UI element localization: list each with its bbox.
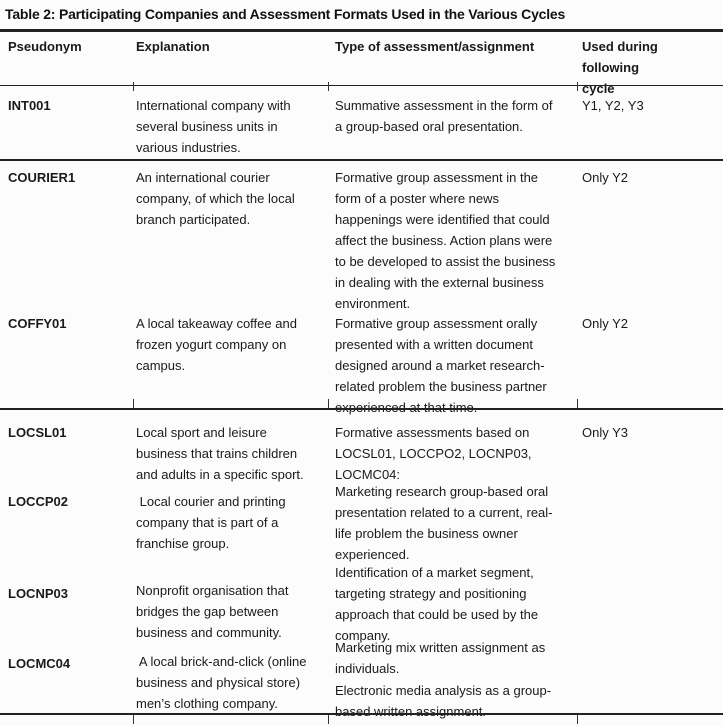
column-header-explanation: Explanation — [136, 39, 210, 54]
assessment-paragraph: Identification of a market segment, targ… — [335, 565, 539, 643]
column-divider-tick — [577, 715, 578, 724]
column-divider-tick — [328, 399, 329, 408]
table-bottom-rule — [0, 713, 723, 715]
explanation-cell: An international courier company, of whi… — [136, 170, 295, 227]
pseudonym-cell: LOCNP03 — [8, 586, 68, 601]
column-divider-tick — [577, 399, 578, 408]
assessment-cell: Formative group assessment orally presen… — [335, 316, 547, 415]
assessment-paragraph: Electronic media analysis as a group- ba… — [335, 683, 552, 719]
pseudonym-cell: COFFY01 — [8, 316, 67, 331]
assessment-cell: Summative assessment in the form of a gr… — [335, 98, 553, 134]
explanation-cell: Local courier and printing company that … — [136, 494, 286, 551]
column-header-assessment: Type of assessment/assignment — [335, 39, 535, 54]
explanation-cell: Local sport and leisure business that tr… — [136, 425, 304, 482]
row-divider-rule — [0, 408, 723, 410]
column-divider-tick — [577, 82, 578, 91]
pseudonym-cell: LOCMC04 — [8, 656, 71, 671]
assessment-paragraph: Marketing mix written assignment as indi… — [335, 640, 546, 676]
column-divider-tick — [133, 715, 134, 724]
header-bottom-rule — [0, 85, 723, 86]
cycle-cell: Only Y2 — [582, 170, 629, 185]
explanation-cell: Nonprofit organisation that bridges the … — [136, 583, 289, 640]
column-divider-tick — [133, 399, 134, 408]
explanation-cell: A local brick-and-click (online business… — [136, 654, 307, 711]
column-divider-tick — [328, 715, 329, 724]
explanation-cell: A local takeaway coffee and frozen yogur… — [136, 316, 297, 373]
cycle-cell: Y1, Y2, Y3 — [582, 98, 644, 113]
column-header-pseudonym: Pseudonym — [8, 39, 82, 54]
pseudonym-cell: LOCCP02 — [8, 494, 68, 509]
table-title: Table 2: Participating Companies and Ass… — [5, 6, 566, 22]
column-divider-tick — [133, 82, 134, 91]
pseudonym-cell: COURIER1 — [8, 170, 76, 185]
column-header-cycle: Used during following cycle — [582, 39, 658, 96]
assessment-cell: Formative group assessment in the form o… — [335, 170, 556, 311]
cycle-cell: Only Y2 — [582, 316, 629, 331]
column-divider-tick — [328, 82, 329, 91]
pseudonym-cell: LOCSL01 — [8, 425, 67, 440]
pseudonym-cell: INT001 — [8, 98, 51, 113]
assessment-paragraph: Formative assessments based on LOCSL01, … — [335, 425, 532, 482]
cycle-cell: Only Y3 — [582, 425, 629, 440]
row-divider-rule — [0, 159, 723, 161]
explanation-cell: International company with several busin… — [136, 98, 291, 155]
assessment-paragraph: Marketing research group-based oral pres… — [335, 484, 553, 562]
table-top-rule — [0, 29, 723, 32]
